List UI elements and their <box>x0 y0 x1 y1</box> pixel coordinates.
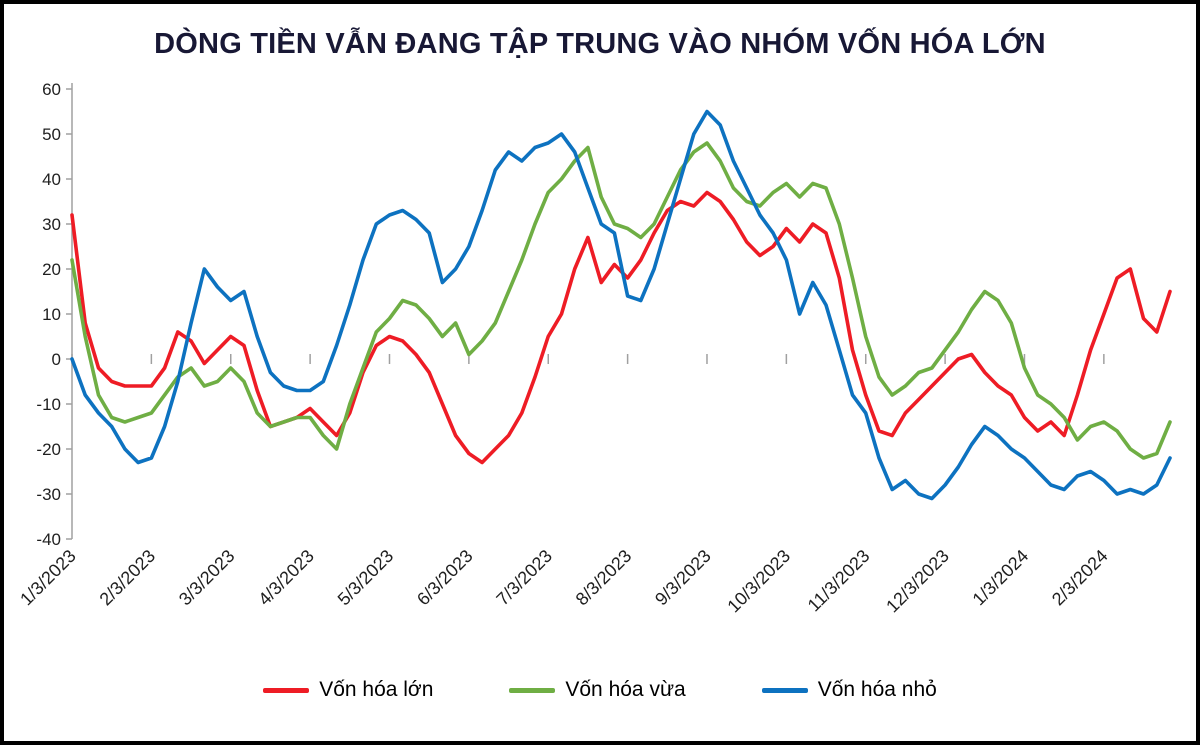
x-axis-label: 4/3/2023 <box>254 546 318 610</box>
legend-swatch-mid-cap <box>509 687 556 693</box>
legend-swatch-small-cap <box>761 687 808 693</box>
x-axis-label: 2/3/2024 <box>1048 546 1112 610</box>
y-axis-label: 20 <box>42 260 61 279</box>
chart-area: 60 50 40 30 20 10 0 -10 -20 -30 -40 1/3/2023 2/3/202… <box>12 73 1196 648</box>
legend-item-large-cap: Vốn hóa lớn <box>263 678 433 702</box>
y-axis-label: 10 <box>42 305 61 324</box>
series-line-2 <box>70 109 1172 501</box>
y-axis-label: 0 <box>52 350 61 369</box>
x-axis-label: 2/3/2023 <box>96 546 160 610</box>
x-axis-label: 7/3/2023 <box>492 546 556 610</box>
legend-item-mid-cap: Vốn hóa vừa <box>509 678 686 702</box>
y-axis-label: 50 <box>42 125 61 144</box>
x-axis-label: 1/3/2024 <box>969 546 1033 610</box>
x-axis-label: 8/3/2023 <box>572 546 636 610</box>
chart-legend: Vốn hóa lớn Vốn hóa vừa Vốn hóa nhỏ <box>4 678 1196 702</box>
legend-label-small-cap: Vốn hóa nhỏ <box>817 678 937 701</box>
legend-label-large-cap: Vốn hóa lớn <box>319 678 434 701</box>
x-axis-label: 6/3/2023 <box>413 546 477 610</box>
legend-swatch-large-cap <box>263 687 310 693</box>
legend-item-small-cap: Vốn hóa nhỏ <box>761 678 937 702</box>
y-axis-label: 40 <box>42 170 61 189</box>
y-axis-label: -20 <box>36 440 61 459</box>
chart-title: DÒNG TIỀN VẪN ĐANG TẬP TRUNG VÀO NHÓM VỐ… <box>154 28 1046 60</box>
x-axis-label: 9/3/2023 <box>651 546 715 610</box>
series-line-1 <box>70 141 1172 460</box>
x-axis-label: 11/3/2023 <box>804 546 874 616</box>
series-line-0 <box>70 190 1172 465</box>
x-axis-label: 10/3/2023 <box>723 546 794 617</box>
y-axis-label: -40 <box>36 530 61 549</box>
x-axis-label: 12/3/2023 <box>882 546 953 617</box>
x-axis-label: 3/3/2023 <box>175 546 239 610</box>
legend-label-mid-cap: Vốn hóa vừa <box>565 678 686 701</box>
x-axis-label: 5/3/2023 <box>334 546 398 610</box>
y-axis-label: -30 <box>36 485 61 504</box>
y-axis-label: 30 <box>42 215 61 234</box>
y-axis-label: -10 <box>36 395 61 414</box>
x-axis-label: 1/3/2023 <box>16 546 80 610</box>
y-axis-label: 60 <box>42 80 61 99</box>
